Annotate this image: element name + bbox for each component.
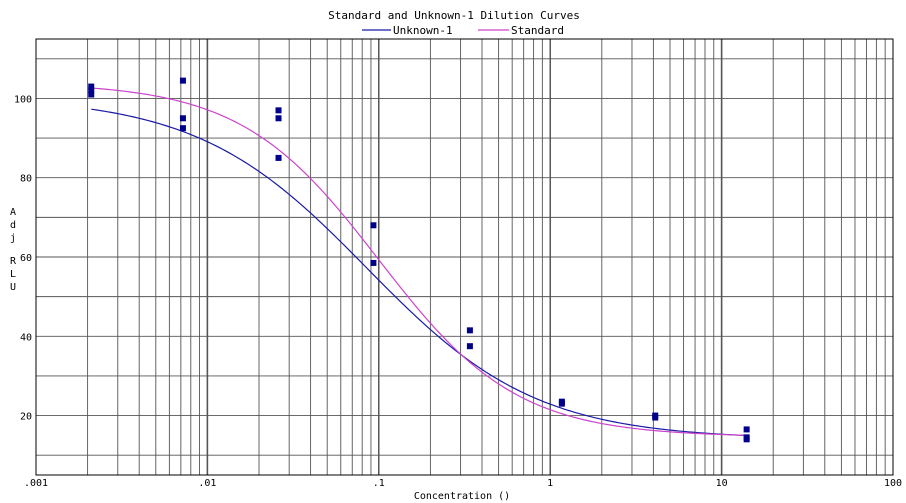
y-tick-label: 40 <box>20 332 32 343</box>
fitted-curves <box>91 87 747 437</box>
curve-standard <box>91 87 747 436</box>
data-point <box>275 154 282 161</box>
y-tick-label: 20 <box>20 412 32 423</box>
grid <box>36 39 893 475</box>
x-tick-label: .001 <box>24 478 48 489</box>
chart-title: Standard and Unknown-1 Dilution Curves <box>328 9 580 22</box>
y-axis-label: Adj RLU <box>10 207 17 293</box>
legend-label-unknown-1: Unknown-1 <box>393 24 453 37</box>
curve-unknown-1 <box>91 108 747 437</box>
y-axis-label-char: A <box>10 207 16 218</box>
data-point <box>370 222 377 229</box>
data-point <box>88 87 95 94</box>
data-point <box>88 83 95 90</box>
y-axis-label-char: j <box>10 233 16 244</box>
data-point <box>370 259 377 266</box>
y-tick-label: 80 <box>20 174 32 185</box>
data-point <box>179 125 186 132</box>
y-axis-label-char: d <box>10 220 16 231</box>
data-point <box>652 414 659 421</box>
legend-label-standard: Standard <box>511 24 564 37</box>
y-tick-label: 100 <box>14 94 32 105</box>
y-axis-label-char: R <box>10 256 17 267</box>
y-axis-label-char: U <box>10 282 16 293</box>
x-axis: .001 .01 .1 1 10 100 <box>24 478 902 489</box>
data-point <box>743 436 750 443</box>
x-tick-label: 100 <box>884 478 902 489</box>
data-point <box>466 327 473 334</box>
data-point <box>275 107 282 114</box>
x-tick-label: .01 <box>198 478 216 489</box>
data-point <box>275 115 282 122</box>
x-tick-label: 1 <box>547 478 553 489</box>
x-tick-label: .1 <box>373 478 385 489</box>
x-axis-label: Concentration () <box>414 491 510 502</box>
data-point <box>88 91 95 98</box>
y-axis: 20 40 60 80 100 <box>14 94 32 422</box>
y-axis-label-char: L <box>10 269 16 280</box>
plot-frame <box>35 38 894 476</box>
data-point <box>466 343 473 350</box>
data-point <box>179 77 186 84</box>
data-point <box>179 115 186 122</box>
data-point <box>743 426 750 433</box>
x-tick-label: 10 <box>716 478 728 489</box>
data-points <box>88 77 750 443</box>
y-tick-label: 60 <box>20 253 32 264</box>
legend: Unknown-1 Standard <box>362 24 564 37</box>
data-point <box>558 400 565 407</box>
